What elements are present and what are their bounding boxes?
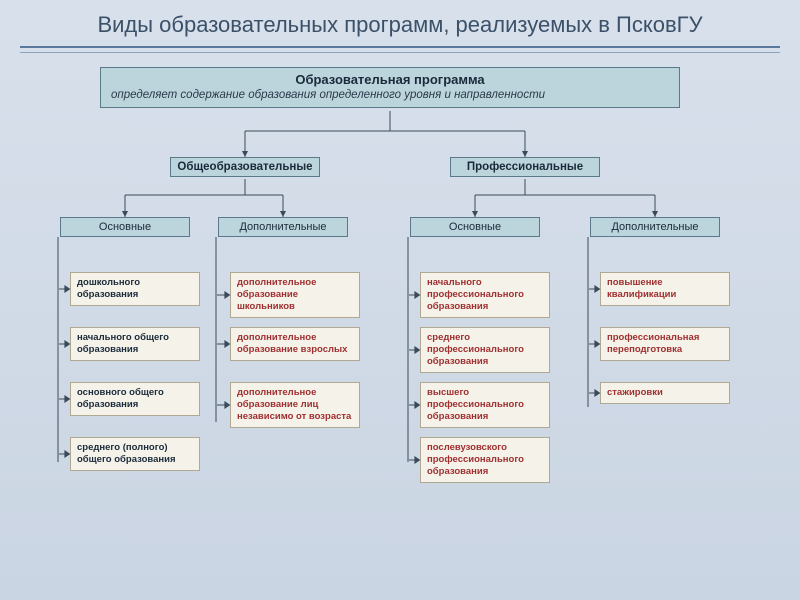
arrowhead-icon: [64, 395, 70, 403]
leaf-item: среднего профессионального образования: [420, 327, 550, 373]
leaf-item: высшего профессионального образования: [420, 382, 550, 428]
arrowhead-icon: [414, 401, 420, 409]
arrowhead-icon: [414, 291, 420, 299]
arrowhead-icon: [224, 401, 230, 409]
leaf-item: дополнительное образование взрослых: [230, 327, 360, 361]
title-underline-thin: [20, 52, 780, 53]
arrowhead-icon: [594, 285, 600, 293]
leaf-item: начального профессионального образования: [420, 272, 550, 318]
leaf-item: дополнительное образование лиц независим…: [230, 382, 360, 428]
root-box: Образовательная программа определяет сод…: [100, 67, 680, 108]
leaf-item: дошкольного образования: [70, 272, 200, 306]
arrowhead-icon: [224, 291, 230, 299]
connector-lines: [0, 67, 800, 577]
leaf-item: дополнительное образование школьников: [230, 272, 360, 318]
leaf-item: профессиональная переподготовка: [600, 327, 730, 361]
arrowhead-icon: [64, 285, 70, 293]
arrowhead-icon: [64, 340, 70, 348]
arrowhead-icon: [594, 340, 600, 348]
leaf-item: начального общего образования: [70, 327, 200, 361]
leaf-item: основного общего образования: [70, 382, 200, 416]
title-underline: [20, 46, 780, 48]
leaf-item: повышение квалификации: [600, 272, 730, 306]
subcat-gen-add: Дополнительные: [218, 217, 348, 237]
leaf-item: послевузовского профессионального образо…: [420, 437, 550, 483]
subcat-prof-add: Дополнительные: [590, 217, 720, 237]
cat-professional: Профессиональные: [450, 157, 600, 177]
root-subtitle: определяет содержание образования опреде…: [111, 89, 669, 101]
arrowhead-icon: [414, 456, 420, 464]
slide-title: Виды образовательных программ, реализуем…: [0, 0, 800, 46]
arrowhead-icon: [414, 346, 420, 354]
cat-general: Общеобразовательные: [170, 157, 320, 177]
subcat-prof-main: Основные: [410, 217, 540, 237]
arrowhead-icon: [224, 340, 230, 348]
subcat-gen-main: Основные: [60, 217, 190, 237]
arrowhead-icon: [64, 450, 70, 458]
leaf-item: стажировки: [600, 382, 730, 404]
hierarchy-chart: Образовательная программа определяет сод…: [0, 67, 800, 577]
arrowhead-icon: [594, 389, 600, 397]
root-title: Образовательная программа: [111, 72, 669, 87]
leaf-item: среднего (полного) общего образования: [70, 437, 200, 471]
